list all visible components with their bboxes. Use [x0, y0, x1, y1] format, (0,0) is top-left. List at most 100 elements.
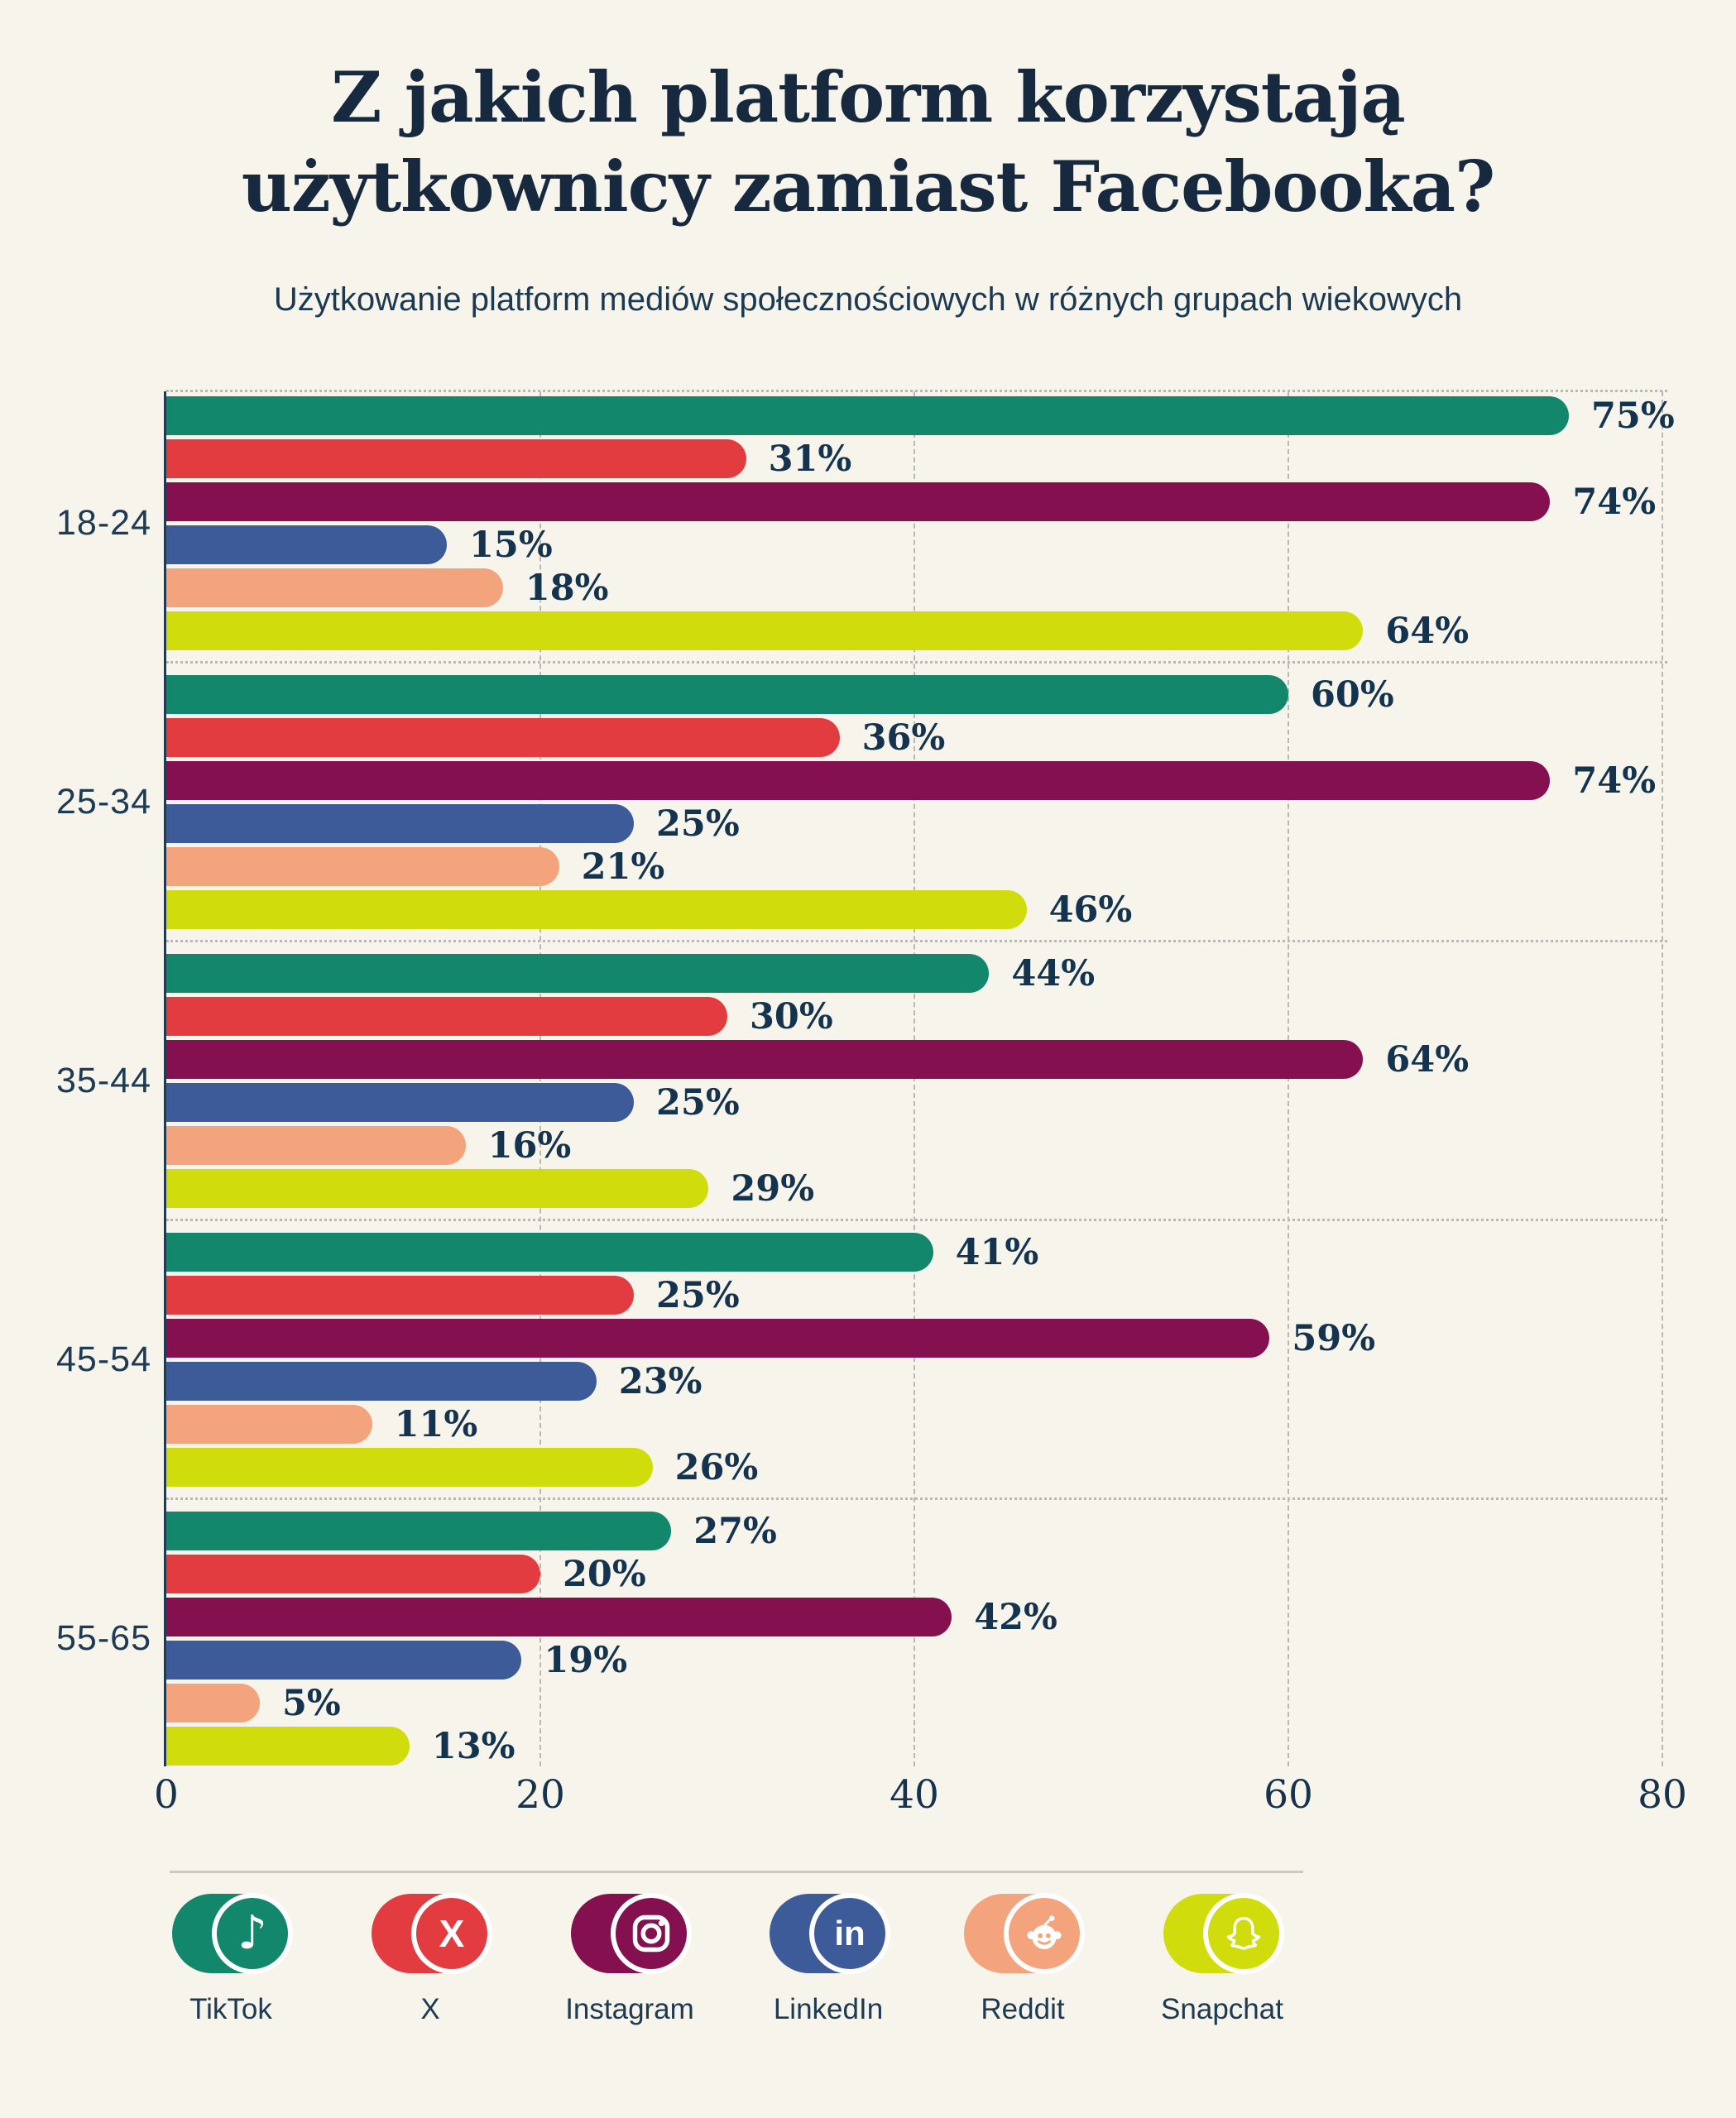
legend-pill: [964, 1893, 1085, 1974]
bar-value-label: 5%: [282, 1682, 341, 1724]
bar-row: 29%: [166, 1167, 1469, 1210]
linkedin-icon: in: [809, 1893, 890, 1974]
bar-instagram: [166, 482, 1551, 521]
bar-value-label: 27%: [693, 1510, 777, 1552]
bar-value-label: 59%: [1292, 1317, 1376, 1359]
bar-group-25-34: 60% 36% 74% 25% 21% 46%: [166, 674, 1656, 931]
bar-reddit: [166, 568, 503, 607]
legend-pill: [571, 1893, 692, 1974]
bar-group-18-24: 75% 31% 74% 15% 18% 64%: [166, 395, 1675, 652]
bar-value-label: 11%: [394, 1403, 478, 1445]
bar-tiktok: [166, 396, 1569, 435]
age-group-label: 35-44: [56, 1061, 151, 1100]
bar-x: [166, 439, 746, 478]
bar-value-label: 20%: [563, 1553, 646, 1595]
bar-value-label: 29%: [731, 1167, 815, 1210]
bar-group-55-65: 27% 20% 42% 19% 5% 13%: [166, 1510, 1057, 1767]
legend-label: Snapchat: [1161, 1993, 1283, 2025]
bar-value-label: 26%: [674, 1446, 759, 1488]
bar-reddit: [166, 1126, 466, 1165]
x-tick-label: 60: [1264, 1772, 1313, 1818]
bar-value-label: 13%: [431, 1725, 516, 1767]
bar-row: 36%: [166, 716, 1656, 759]
page-title: Z jakich platform korzystają użytkownicy …: [0, 53, 1736, 231]
bar-row: 64%: [166, 1038, 1470, 1081]
bar-row: 31%: [166, 438, 1675, 480]
legend-divider: [170, 1871, 1303, 1873]
bar-x: [166, 1276, 634, 1315]
reddit-icon: [1004, 1893, 1085, 1974]
bar-row: 21%: [166, 846, 1656, 888]
page-subtitle: Użytkowanie platform mediów społeczności…: [273, 281, 1463, 318]
bar-row: 75%: [166, 395, 1675, 437]
age-group-label: 45-54: [56, 1339, 151, 1379]
bar-row: 23%: [166, 1360, 1375, 1402]
bar-value-label: 15%: [469, 524, 553, 566]
x-tick-label: 80: [1638, 1772, 1687, 1818]
legend-label: Reddit: [981, 1993, 1065, 2025]
legend-pill: ♪: [172, 1893, 293, 1974]
bar-value-label: 36%: [861, 716, 946, 759]
bar-row: 74%: [166, 760, 1656, 802]
bar-row: 18%: [166, 568, 1675, 609]
bar-row: 13%: [166, 1725, 1057, 1767]
bar-row: 15%: [166, 524, 1675, 566]
page-title-line1: Z jakich platform korzystają: [331, 56, 1406, 138]
bar-row: 74%: [166, 482, 1675, 523]
bar-reddit: [166, 1684, 260, 1723]
legend-item-reddit: Reddit: [923, 1893, 1122, 2026]
age-group-label: 55-65: [56, 1618, 151, 1658]
bar-linkedin: [166, 804, 634, 843]
legend-label: Instagram: [565, 1993, 694, 2025]
bar-value-label: 46%: [1048, 889, 1133, 931]
bar-group-45-54: 41% 25% 59% 23% 11% 26%: [166, 1232, 1376, 1488]
bar-row: 20%: [166, 1553, 1057, 1595]
legend-item-snapchat: Snapchat: [1123, 1893, 1321, 2026]
bar-value-label: 19%: [544, 1639, 628, 1681]
bar-tiktok: [166, 1512, 672, 1550]
x-tick-label: 40: [890, 1772, 939, 1818]
y-axis-line: [164, 391, 166, 1766]
bar-instagram: [166, 1598, 952, 1636]
age-group-label: 18-24: [56, 503, 151, 543]
bar-x: [166, 718, 840, 757]
bar-value-label: 64%: [1385, 1038, 1470, 1081]
bar-tiktok: [166, 1233, 933, 1272]
group-separator: [166, 1497, 1667, 1500]
bar-row: 19%: [166, 1639, 1057, 1681]
bar-value-label: 21%: [581, 846, 665, 888]
bar-snapchat: [166, 890, 1027, 929]
bar-row: 27%: [166, 1510, 1057, 1552]
snapchat-icon: [1203, 1893, 1284, 1974]
bar-value-label: 16%: [487, 1124, 572, 1167]
bar-row: 11%: [166, 1403, 1375, 1445]
bar-value-label: 42%: [974, 1596, 1057, 1638]
bar-value-label: 25%: [656, 1081, 740, 1124]
bar-snapchat: [166, 1169, 709, 1208]
legend-label: TikTok: [189, 1993, 272, 2025]
bar-value-label: 25%: [656, 803, 740, 845]
instagram-icon: [611, 1893, 692, 1974]
gridline-20: [540, 391, 541, 1766]
bar-x: [166, 997, 727, 1036]
bar-linkedin: [166, 525, 447, 564]
bar-value-label: 25%: [656, 1274, 740, 1316]
bar-row: 60%: [166, 674, 1656, 716]
bar-value-label: 30%: [750, 995, 833, 1037]
plot-top-border: [166, 390, 1667, 392]
bar-x: [166, 1555, 540, 1593]
legend-pill: in: [770, 1893, 890, 1974]
legend-item-tiktok: ♪ TikTok: [132, 1893, 330, 2026]
bar-instagram: [166, 1319, 1270, 1358]
page-title-line2: użytkownicy zamiast Facebooka?: [241, 145, 1495, 228]
gridline-40: [914, 391, 915, 1766]
x-tick-label: 0: [154, 1772, 179, 1818]
bar-value-label: 23%: [618, 1360, 703, 1402]
bar-value-label: 75%: [1591, 395, 1675, 437]
bar-group-35-44: 44% 30% 64% 25% 16% 29%: [166, 953, 1470, 1210]
bar-row: 5%: [166, 1682, 1057, 1724]
legend-label: LinkedIn: [773, 1993, 884, 2025]
bar-row: 59%: [166, 1317, 1376, 1359]
legend-item-instagram: Instagram: [530, 1893, 729, 2026]
